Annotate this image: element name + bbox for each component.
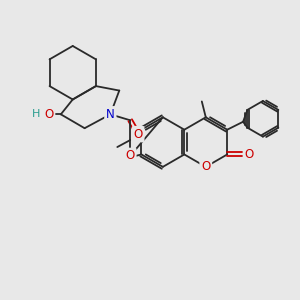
Text: N: N	[106, 108, 115, 121]
Text: O: O	[126, 149, 135, 162]
Text: O: O	[201, 160, 210, 173]
Text: O: O	[44, 108, 54, 121]
Text: H: H	[32, 109, 40, 119]
Text: O: O	[134, 128, 143, 141]
Text: O: O	[244, 148, 254, 161]
